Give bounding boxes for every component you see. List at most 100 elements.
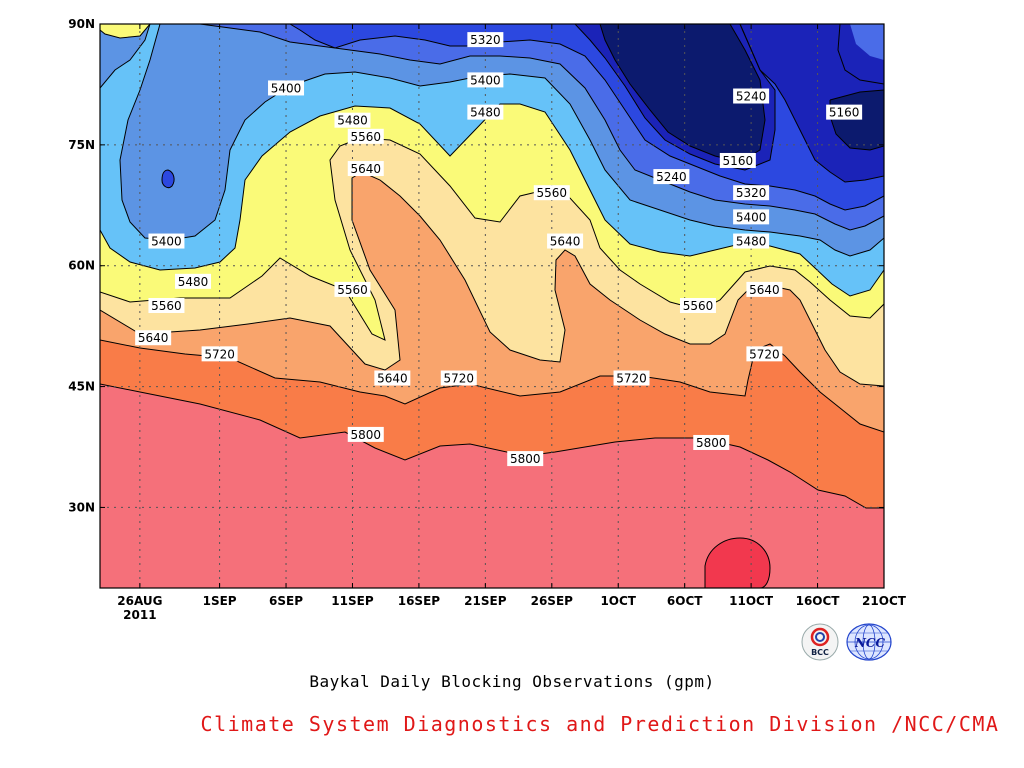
contour-label-text: 5560 — [537, 186, 568, 200]
contour-label-text: 5320 — [736, 186, 767, 200]
contour-label: 5720 — [440, 370, 477, 386]
contour-line-5480-topleft — [100, 24, 151, 39]
contour-label-text: 5640 — [350, 162, 381, 176]
contour-line-5400 — [119, 24, 884, 257]
contour-line-5240 — [289, 24, 884, 211]
contour-label: 5720 — [613, 370, 650, 386]
y-tick-label: 90N — [68, 17, 95, 31]
contour-label-bg — [733, 209, 770, 225]
fill-band-5320-5400-c — [850, 24, 884, 60]
fill-band-5560-5640-topleft — [100, 24, 150, 38]
contour-label-bg — [347, 426, 384, 442]
x-year-label: 2011 — [123, 608, 156, 622]
contour-label-text: 5480 — [337, 114, 368, 128]
contour-label-bg — [347, 161, 384, 177]
y-tick-label: 30N — [68, 500, 95, 514]
contour-label-text: 5640 — [550, 235, 581, 249]
contour-label: 5160 — [826, 104, 863, 120]
contour-label-bg — [440, 370, 477, 386]
contour-labels: 5320 5400 5400 5480 5480 5560 5240 5160 5240 5160… — [135, 32, 863, 467]
contour-label: 5480 — [467, 104, 504, 120]
contour-label-bg — [201, 346, 238, 362]
x-tick-label: 6OCT — [667, 594, 703, 608]
contour-label-bg — [719, 152, 756, 168]
contour-label-bg — [746, 346, 783, 362]
contour-label-bg — [507, 451, 544, 467]
contour-label-text: 5560 — [683, 299, 714, 313]
contour-label-text: 5240 — [736, 90, 767, 104]
contour-label: 5720 — [201, 346, 238, 362]
fill-band-peak — [705, 538, 770, 588]
contour-label-bg — [334, 281, 371, 297]
gridlines — [100, 24, 884, 588]
contour-label-bg — [733, 88, 770, 104]
contour-label-bg — [334, 112, 371, 128]
contour-label-text: 5480 — [736, 235, 767, 249]
fill-band-lt5160 — [600, 24, 765, 162]
contour-label: 5240 — [733, 88, 770, 104]
contour-lines — [100, 24, 884, 588]
y-tick-label: 60N — [68, 259, 95, 273]
x-tick-label: 1SEP — [203, 594, 237, 608]
contour-label: 5640 — [347, 161, 384, 177]
contour-label-text: 5720 — [749, 347, 780, 361]
y-tick-label: 75N — [68, 138, 95, 152]
contour-label-bg — [175, 273, 212, 289]
contour-label-text: 5400 — [271, 81, 302, 95]
contour-label-bg — [733, 233, 770, 249]
contour-label-text: 5720 — [444, 372, 475, 386]
contour-label-bg — [679, 298, 716, 313]
y-tick-label: 45N — [68, 380, 95, 394]
contour-label: 5400 — [733, 209, 770, 225]
contour-label-text: 5160 — [829, 106, 860, 120]
contour-label: 5640 — [746, 281, 783, 297]
contour-label-bg — [467, 32, 504, 48]
contour-label-bg — [268, 80, 305, 96]
x-tick-label: 11OCT — [729, 594, 774, 608]
contour-line-5080 — [599, 24, 766, 163]
contour-label-text: 5720 — [204, 347, 235, 361]
contour-label: 5400 — [148, 233, 185, 249]
contour-label-bg — [135, 330, 172, 346]
contour-label: 5560 — [533, 185, 570, 201]
contour-label-text: 5240 — [656, 170, 687, 184]
contour-label-text: 5160 — [723, 154, 754, 168]
contour-label-text: 5480 — [178, 275, 209, 289]
fill-band-5320-5400-spot — [162, 170, 175, 188]
contour-label-text: 5800 — [350, 428, 381, 442]
contour-label: 5640 — [374, 370, 411, 386]
contour-label: 5480 — [175, 273, 212, 289]
contour-label: 5320 — [733, 185, 770, 201]
contour-label: 5160 — [719, 152, 756, 168]
contour-label: 5560 — [679, 298, 716, 313]
fill-band-5320-5400-d — [300, 24, 340, 38]
x-tick-label: 21SEP — [464, 594, 507, 608]
contour-label-text: 5480 — [470, 106, 501, 120]
contour-label: 5480 — [733, 233, 770, 249]
x-tick-label: 21OCT — [862, 594, 907, 608]
fill-band-5400-5480 — [100, 24, 150, 88]
x-tick-label: 6SEP — [269, 594, 303, 608]
bcc-logo-text: BCC — [811, 648, 829, 657]
contour-label-text: 5640 — [377, 372, 408, 386]
contour-label-text: 5640 — [138, 331, 169, 345]
ncc-logo-text: NCC — [854, 636, 886, 650]
x-tick-label: 11SEP — [331, 594, 374, 608]
contour-label-bg — [148, 233, 185, 249]
contour-label-bg — [374, 370, 411, 386]
chart-title: Baykal Daily Blocking Observations (gpm) — [309, 672, 715, 691]
contour-label-bg — [653, 169, 690, 185]
contour-label-bg — [547, 233, 584, 249]
plot-frame — [99, 23, 885, 589]
contour-label: 5480 — [334, 112, 371, 128]
contour-label: 5320 — [467, 32, 504, 48]
contour-label-bg — [826, 104, 863, 120]
bcc-logo: BCC — [801, 623, 839, 661]
contour-label-text: 5560 — [151, 299, 182, 313]
contour-label-text: 5400 — [151, 235, 182, 249]
x-tick-label: 26AUG — [117, 594, 162, 608]
contour-line-5720 — [100, 339, 884, 433]
contour-label-text: 5800 — [510, 452, 541, 466]
contour-label-text: 5800 — [696, 436, 727, 450]
